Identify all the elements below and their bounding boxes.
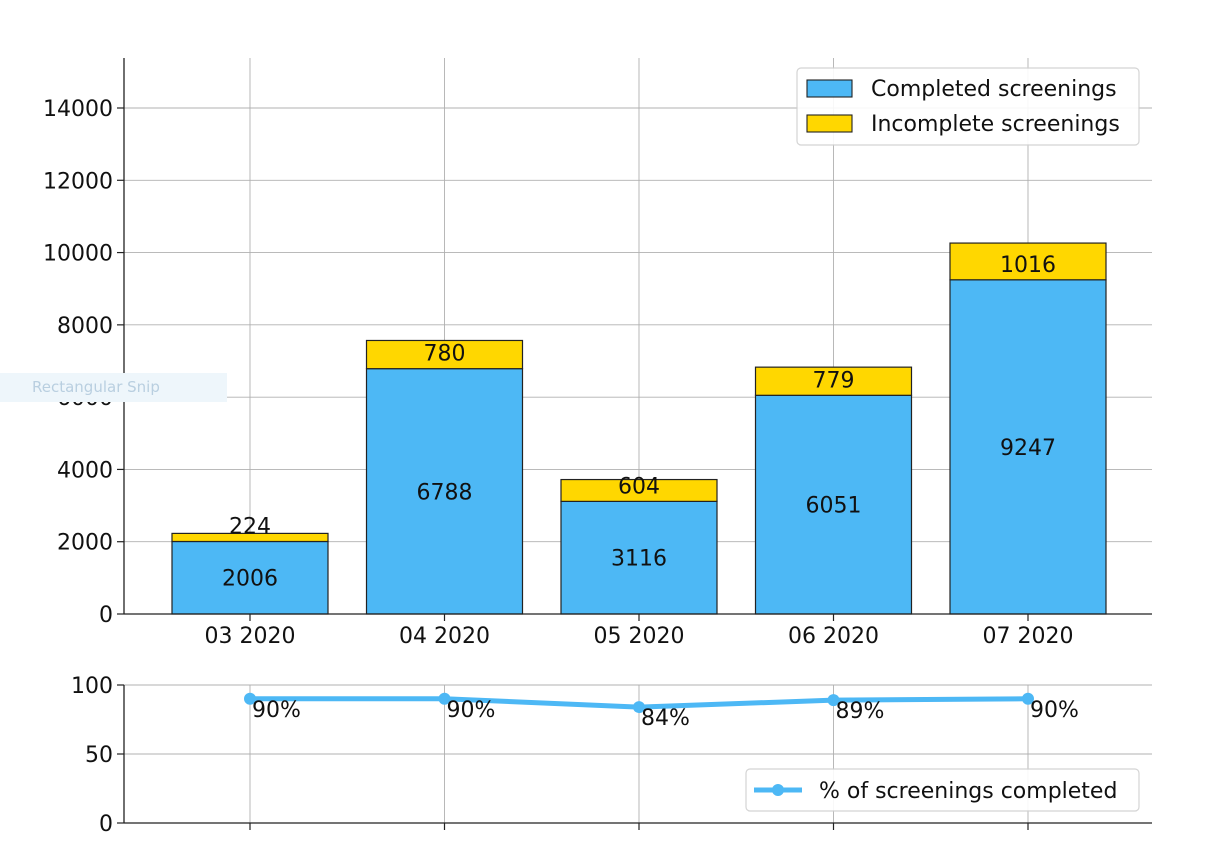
x-tick-label: 04 2020 [399,624,490,649]
data-label-percent: 89% [836,699,885,724]
legend-box [745,768,1140,812]
bar-completed [949,279,1107,615]
y-tick-label: 14000 [43,97,113,122]
tick-labels: 0200040006000800010000120001400003 20200… [43,97,1073,837]
bar-completed [560,500,718,615]
x-tick-label: 05 2020 [594,624,685,649]
x-tick-label: 06 2020 [788,624,879,649]
y-tick-label: 4000 [57,458,113,483]
data-label-incomplete: 1016 [1000,253,1056,278]
legend-label: Incomplete screenings [871,112,1120,137]
y-tick-label: 0 [99,812,113,837]
bar-incomplete [171,532,329,543]
data-label-percent: 90% [1030,698,1079,723]
data-label-completed: 3116 [611,547,667,572]
bar-incomplete [560,478,718,502]
legend-swatch [806,114,853,133]
x-tick-label: 07 2020 [983,624,1074,649]
axes [123,58,1152,824]
y-tick-label: 100 [71,674,113,699]
data-label-percent: 84% [641,706,690,731]
bar-legend: Completed screenings Incomplete screening… [796,67,1140,146]
legend-label: Completed screenings [871,77,1117,102]
x-tick-label: 03 2020 [205,624,296,649]
y-tick-label: 0 [99,603,113,628]
legend-label: % of screenings completed [819,779,1117,804]
rectangular-snip-overlay: Rectangular Snip [0,373,227,402]
legend-box [796,67,1140,146]
y-tick-label: 8000 [57,314,113,339]
data-point [438,692,451,705]
data-label-incomplete: 604 [618,474,660,499]
bar-incomplete [754,366,913,396]
data-point [827,694,840,707]
data-label-percent: 90% [447,698,496,723]
bar-incomplete [949,242,1107,281]
y-tick-label: 50 [85,743,113,768]
data-point [244,692,256,705]
data-point [1022,692,1034,705]
y-tick-label: 10000 [43,242,113,267]
top-gridlines [124,58,1152,614]
y-tick-label: 12000 [43,169,113,194]
stacked-bars: 2006 224 6788 780 3116 604 6051 779 9247 1016 [171,242,1107,615]
data-label-completed: 6051 [806,494,862,519]
y-tick-label: 2000 [57,531,113,556]
bottom-gridlines [124,684,1152,823]
legend-marker [772,784,784,796]
bar-completed [754,394,913,615]
data-label-completed: 9247 [1000,436,1056,461]
data-label-incomplete: 780 [424,342,466,367]
data-label-incomplete: 224 [229,514,271,539]
data-label-completed: 2006 [222,567,278,592]
data-label-percent: 90% [252,698,301,723]
bar-completed [365,368,524,615]
data-label-incomplete: 779 [813,368,855,393]
data-label-completed: 6788 [417,480,473,505]
legend-swatch [806,79,853,98]
data-point [633,701,645,714]
bar-incomplete [365,339,524,370]
line-legend: % of screenings completed [745,768,1140,812]
completion-line: 90% 90% 84% 89% 90% [244,692,1079,731]
